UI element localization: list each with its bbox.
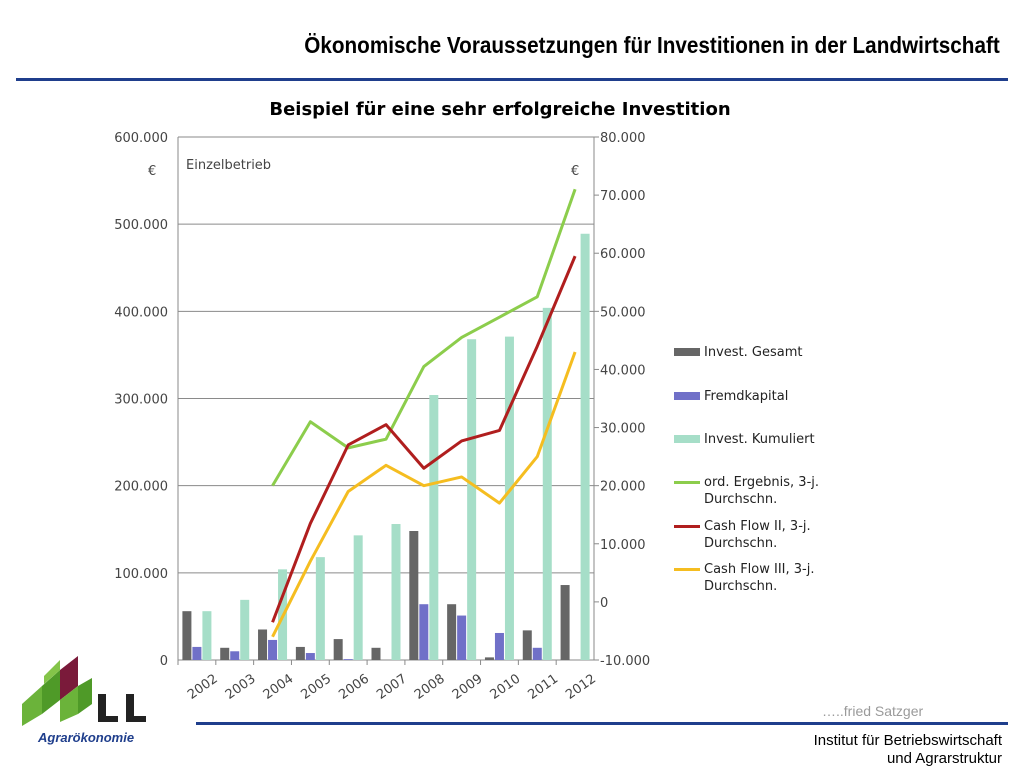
bar-fremdkapital: [192, 646, 202, 660]
legend-swatch: [674, 568, 700, 571]
legend-item: Fremdkapital: [674, 388, 788, 405]
x-tick-label: 2004: [261, 671, 297, 702]
y-right-tick-label: 80.000: [600, 131, 646, 146]
bar-invest-kumuliert: [240, 599, 250, 660]
y-left-tick-label: 500.000: [114, 218, 168, 233]
x-tick-label: 2009: [450, 671, 486, 702]
y-right-tick-label: 60.000: [600, 247, 646, 262]
x-tick-label: 2005: [298, 671, 334, 702]
bar-invest-kumuliert: [580, 233, 590, 660]
legend-swatch: [674, 435, 700, 443]
bar-invest-gesamt: [371, 647, 381, 660]
y-left-tick-label: 300.000: [114, 393, 168, 408]
bar-invest-kumuliert: [202, 611, 212, 660]
legend-swatch: [674, 392, 700, 400]
x-tick-label: 2003: [223, 671, 259, 702]
line-ord-ergebnis-3-j-durchschn-: [271, 188, 577, 487]
legend-item: Cash Flow II, 3-j. Durchschn.: [674, 518, 854, 552]
legend-label: Fremdkapital: [704, 389, 789, 404]
y-right-tick-label: 30.000: [600, 422, 646, 437]
bar-invest-kumuliert: [429, 395, 439, 660]
bar-fremdkapital: [305, 653, 315, 660]
legend-swatch: [674, 525, 700, 528]
institute-name: Institut für Betriebswirtschaft und Agra…: [814, 732, 1002, 768]
y-right-tick-label: 50.000: [600, 305, 646, 320]
bar-invest-kumuliert: [504, 336, 514, 660]
line-cash-flow-ii-3-j-durchschn-: [271, 255, 577, 623]
x-tick-label: 2002: [185, 671, 221, 702]
y-left-tick-label: 400.000: [114, 305, 168, 320]
y-right-tick-label: 0: [600, 596, 608, 611]
y-right-tick-label: 70.000: [600, 189, 646, 204]
bar-invest-gesamt: [560, 585, 570, 660]
logo-text: Agrarökonomie: [38, 730, 135, 745]
header-rule: [16, 78, 1008, 81]
legend-label: Cash Flow II, 3-j. Durchschn.: [704, 519, 811, 551]
bar-fremdkapital: [268, 639, 278, 660]
y-right-tick-label: 20.000: [600, 480, 646, 495]
bar-invest-gesamt: [258, 629, 268, 660]
author-credit: …..fried Satzger: [822, 703, 924, 719]
bar-invest-kumuliert: [467, 339, 477, 660]
bar-fremdkapital: [230, 651, 240, 660]
bar-invest-kumuliert: [542, 307, 552, 660]
x-tick-label: 2008: [412, 671, 448, 702]
bar-invest-gesamt: [182, 611, 192, 660]
bar-fremdkapital: [343, 659, 353, 660]
bar-fremdkapital: [532, 647, 542, 660]
legend-item: Cash Flow III, 3-j. Durchschn.: [674, 561, 854, 595]
x-tick-label: 2007: [374, 671, 410, 702]
legend-label: ord. Ergebnis, 3-j. Durchschn.: [704, 475, 820, 507]
chart-annotation: Einzelbetrieb: [186, 158, 271, 173]
y-left-tick-label: 0: [160, 654, 168, 669]
bar-invest-gesamt: [447, 604, 457, 660]
bar-invest-gesamt: [220, 647, 230, 660]
page-title: Ökonomische Voraussetzungen für Investit…: [304, 32, 1000, 58]
legend-label: Invest. Kumuliert: [704, 432, 815, 447]
y-left-unit-label: €: [148, 164, 156, 179]
bar-invest-kumuliert: [315, 557, 325, 660]
bar-fremdkapital: [419, 604, 429, 660]
chart-title: Beispiel für eine sehr erfolgreiche Inve…: [269, 99, 731, 120]
x-tick-label: 2011: [525, 671, 561, 702]
bar-invest-gesamt: [409, 530, 419, 660]
bar-invest-gesamt: [333, 639, 343, 660]
legend-label: Invest. Gesamt: [704, 345, 803, 360]
legend-label: Cash Flow III, 3-j. Durchschn.: [704, 562, 815, 594]
x-tick-label: 2012: [563, 671, 599, 702]
legend-item: Invest. Gesamt: [674, 344, 802, 361]
x-tick-label: 2010: [488, 671, 524, 702]
bar-invest-gesamt: [295, 646, 305, 660]
institute-line-2: und Agrarstruktur: [886, 750, 1002, 767]
bar-fremdkapital: [457, 615, 467, 660]
legend-swatch: [674, 481, 700, 484]
x-tick-label: 2006: [336, 671, 372, 702]
line-cash-flow-iii-3-j-durchschn-: [271, 351, 577, 638]
y-right-tick-label: 10.000: [600, 538, 646, 553]
bar-fremdkapital: [494, 632, 504, 660]
bar-invest-gesamt: [484, 657, 494, 660]
bar-invest-gesamt: [522, 630, 532, 660]
y-right-tick-label: -10.000: [600, 654, 650, 669]
legend-item: Invest. Kumuliert: [674, 431, 815, 448]
y-right-tick-label: 40.000: [600, 363, 646, 378]
legend-swatch: [674, 348, 700, 356]
bar-invest-kumuliert: [391, 524, 401, 660]
leaf-logo-icon: [22, 656, 146, 726]
legend-item: ord. Ergebnis, 3-j. Durchschn.: [674, 474, 854, 508]
y-left-tick-label: 200.000: [114, 480, 168, 495]
lfl-logo: Agrarökonomie: [22, 656, 172, 748]
y-left-tick-label: 100.000: [114, 567, 168, 582]
institute-line-1: Institut für Betriebswirtschaft: [813, 732, 1002, 749]
y-left-tick-label: 600.000: [114, 131, 168, 146]
y-right-unit-label: €: [571, 164, 579, 179]
bar-invest-kumuliert: [353, 535, 363, 660]
footer-rule: [196, 722, 1008, 725]
